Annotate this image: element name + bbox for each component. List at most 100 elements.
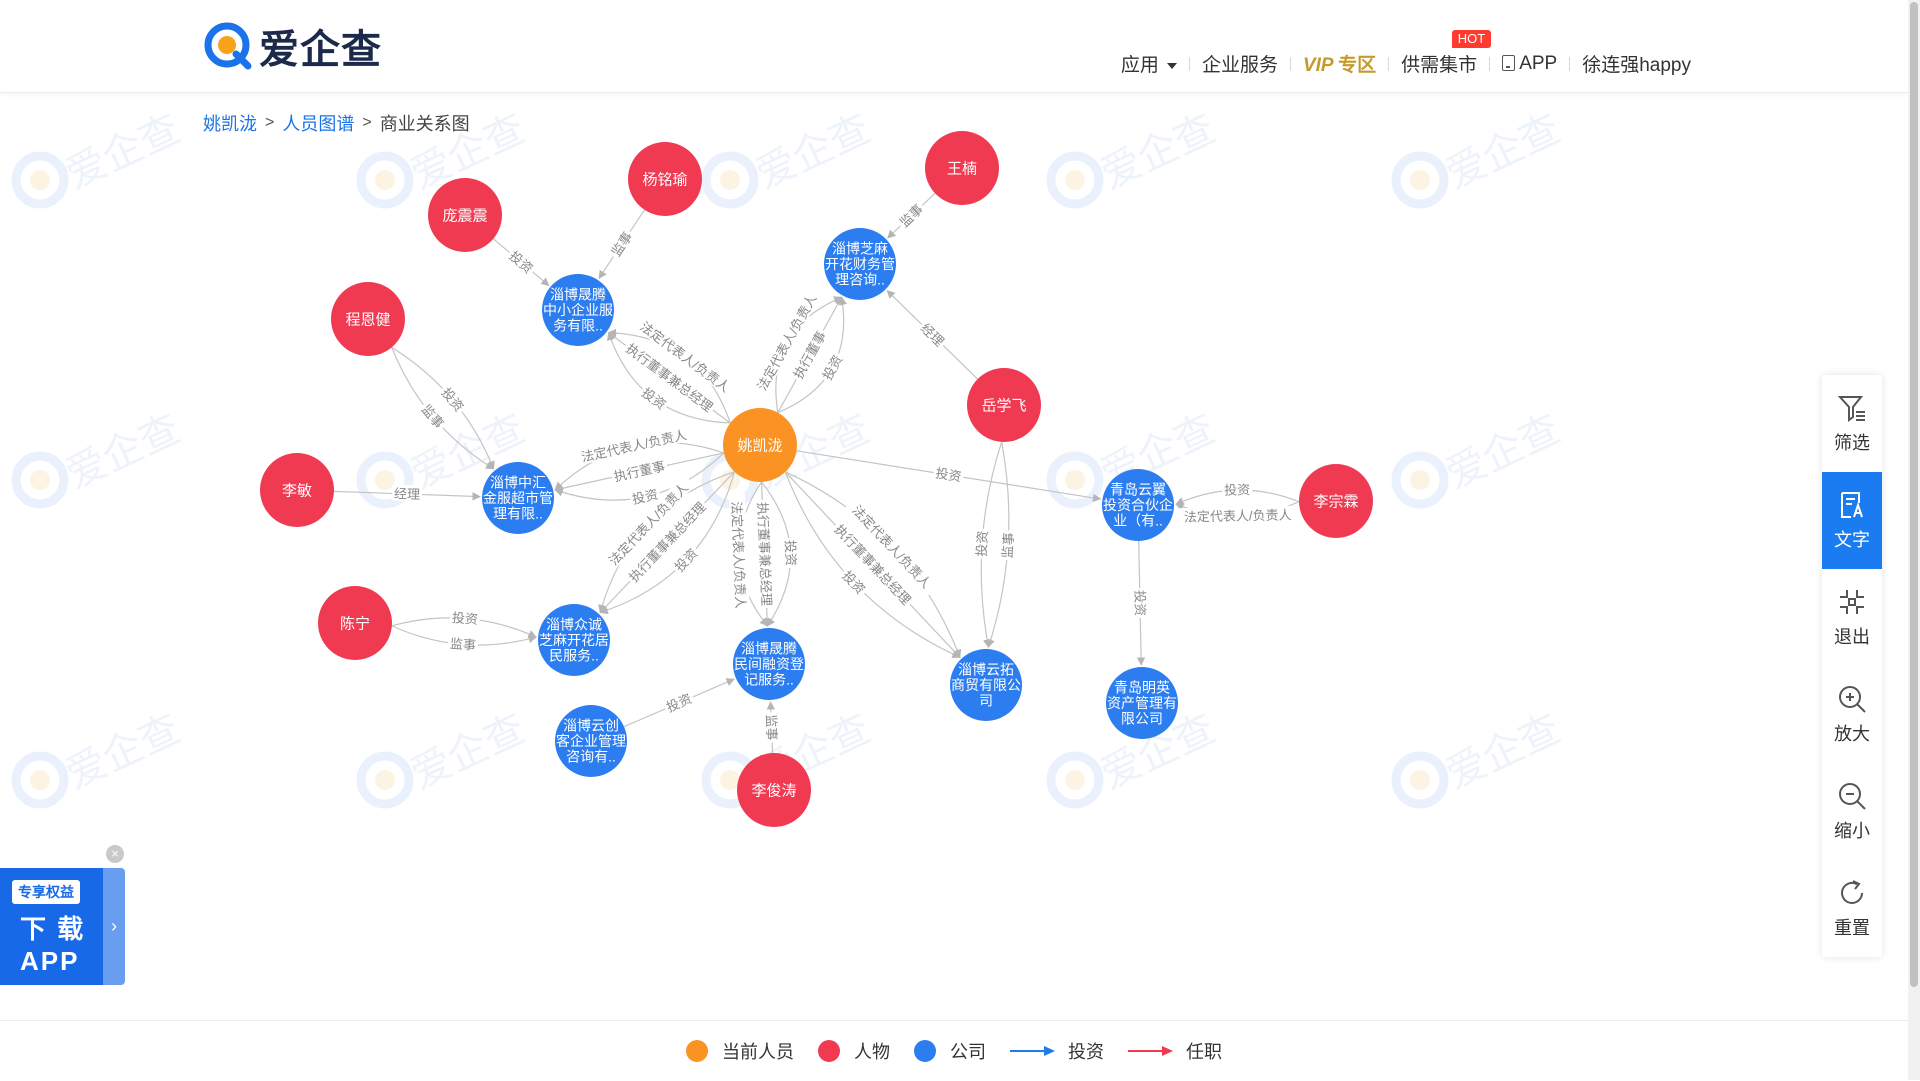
page-scrollbar[interactable] bbox=[1908, 0, 1920, 1080]
nav-apps[interactable]: 应用 bbox=[1109, 50, 1189, 77]
nav-divider bbox=[1489, 56, 1491, 71]
exit-button[interactable]: 退出 bbox=[1822, 569, 1882, 666]
nav-app[interactable]: APP bbox=[1490, 53, 1569, 75]
close-icon[interactable]: × bbox=[106, 845, 124, 863]
node-label: 姚凯泷 bbox=[737, 437, 782, 454]
zoom-out-button[interactable]: 缩小 bbox=[1822, 763, 1882, 860]
benefit-badge: 专享权益 bbox=[12, 880, 80, 904]
node-label: 淄博众诚 bbox=[546, 617, 602, 633]
edge-label-bg bbox=[572, 424, 695, 466]
edge-label-bg bbox=[755, 499, 776, 609]
person-node[interactable]: 杨铭瑜 bbox=[628, 142, 702, 216]
watermark-text: 爱企查 bbox=[1439, 407, 1566, 498]
company-dot-icon bbox=[914, 1040, 936, 1062]
edge-label-bg bbox=[600, 474, 696, 573]
node-circle bbox=[723, 408, 797, 482]
breadcrumb-person[interactable]: 姚凯泷 bbox=[203, 114, 257, 134]
node-label: 芝麻开花居 bbox=[539, 632, 609, 648]
person-node[interactable]: 李敏 bbox=[260, 453, 334, 527]
legend-company-label: 公司 bbox=[950, 1042, 986, 1062]
edge-label-bg bbox=[632, 313, 739, 399]
scrollbar-thumb[interactable] bbox=[1910, 2, 1918, 987]
watermark-text: 爱企查 bbox=[1439, 107, 1566, 198]
edge-label-bg bbox=[1177, 505, 1299, 525]
edge-label-bg bbox=[437, 382, 470, 416]
node-label: 淄博晟腾 bbox=[550, 287, 606, 303]
person-node[interactable]: 李俊涛 bbox=[737, 753, 811, 827]
edge-label: 法定代表人/负责人 bbox=[580, 427, 688, 465]
nav-app-label: APP bbox=[1519, 52, 1558, 74]
current-person-dot-icon bbox=[686, 1040, 708, 1062]
zoom-in-icon bbox=[1839, 685, 1866, 713]
refresh-icon bbox=[1841, 879, 1863, 904]
zoom-out-label: 缩小 bbox=[1834, 820, 1870, 841]
breadcrumb-graph[interactable]: 人员图谱 bbox=[282, 114, 355, 134]
node-circle bbox=[428, 178, 502, 252]
watermark-text: 爱企查 bbox=[59, 707, 186, 798]
person-node[interactable]: 陈宁 bbox=[318, 586, 392, 660]
relationship-graph[interactable]: 爱企查爱企查爱企查爱企查爱企查爱企查爱企查爱企查爱企查爱企查爱企查爱企查爱企查爱… bbox=[0, 93, 1908, 1020]
person-node[interactable]: 庞震震 bbox=[428, 178, 502, 252]
edge-label-bg bbox=[972, 528, 991, 560]
edge-label: 经理 bbox=[394, 486, 421, 502]
node-circle bbox=[733, 628, 805, 700]
nav-divider bbox=[1289, 56, 1291, 71]
person-node[interactable]: 王楠 bbox=[925, 131, 999, 205]
person-node[interactable]: 岳学飞 bbox=[967, 368, 1041, 442]
reset-button[interactable]: 重置 bbox=[1822, 860, 1882, 957]
chevron-right-icon[interactable]: › bbox=[103, 868, 125, 985]
node-label: 中小企业服 bbox=[543, 302, 613, 318]
node-label: 咨询有.. bbox=[566, 749, 616, 765]
filter-button[interactable]: 筛选 bbox=[1822, 375, 1882, 472]
watermark-logo-icon bbox=[16, 756, 64, 804]
nav-enterprise[interactable]: 企业服务 bbox=[1201, 55, 1278, 76]
legend-position-label: 任职 bbox=[1186, 1042, 1222, 1062]
legend-invest-label: 投资 bbox=[1068, 1042, 1104, 1062]
text-toggle-button[interactable]: 文字 bbox=[1822, 472, 1882, 569]
node-label: 淄博中汇 bbox=[490, 475, 546, 491]
edge-label-bg bbox=[449, 608, 481, 627]
edge-label-bg bbox=[845, 496, 940, 596]
nav-market[interactable]: 供需集市 HOT bbox=[1389, 30, 1492, 77]
nav-vip[interactable]: VIP 专区 bbox=[1291, 50, 1388, 77]
top-nav: 应用 企业服务 VIP 专区 供需集市 HOT APP 徐连强happy bbox=[1109, 30, 1703, 77]
legend-current-person: 当前人员 bbox=[686, 1038, 794, 1064]
download-app-banner[interactable]: 专享权益 下 载 APP › bbox=[0, 868, 125, 985]
node-label: 客企业管理 bbox=[556, 733, 626, 749]
node-label: 淄博晟腾 bbox=[741, 641, 797, 657]
edge-label: 投资 bbox=[974, 530, 991, 557]
edge-layer: 投资监事投资执行董事兼总经理法定代表人/负责人监事经理法定代表人/负责人执行董事… bbox=[333, 192, 1300, 754]
person-dot-icon bbox=[818, 1040, 840, 1062]
edge-label: 监事 bbox=[449, 636, 476, 653]
current-person-node[interactable]: 姚凯泷 bbox=[723, 408, 797, 482]
legend-invest: 投资 bbox=[1010, 1038, 1104, 1064]
edge-label-bg bbox=[998, 529, 1016, 561]
node-label: 民服务.. bbox=[549, 648, 599, 664]
download-line-2: APP bbox=[20, 946, 80, 976]
nav-user[interactable]: 徐连强happy bbox=[1582, 55, 1691, 76]
nav-divider bbox=[1188, 56, 1190, 71]
person-node[interactable]: 李宗霖 bbox=[1299, 464, 1373, 538]
watermark-logo-icon bbox=[1051, 756, 1099, 804]
edge-label: 投资 bbox=[782, 540, 798, 567]
site-logo[interactable]: 爱企查 bbox=[203, 20, 382, 73]
person-node[interactable]: 程恩健 bbox=[331, 282, 405, 356]
nav-market-label: 供需集市 bbox=[1401, 55, 1478, 76]
edge-label-bg bbox=[610, 456, 669, 485]
node-label: 民间融资登 bbox=[734, 656, 804, 672]
node-circle bbox=[950, 649, 1022, 721]
chevron-down-icon bbox=[1166, 62, 1177, 69]
edge-label-bg bbox=[729, 494, 750, 616]
zoom-in-button[interactable]: 放大 bbox=[1822, 666, 1882, 763]
node-circle bbox=[824, 228, 896, 300]
